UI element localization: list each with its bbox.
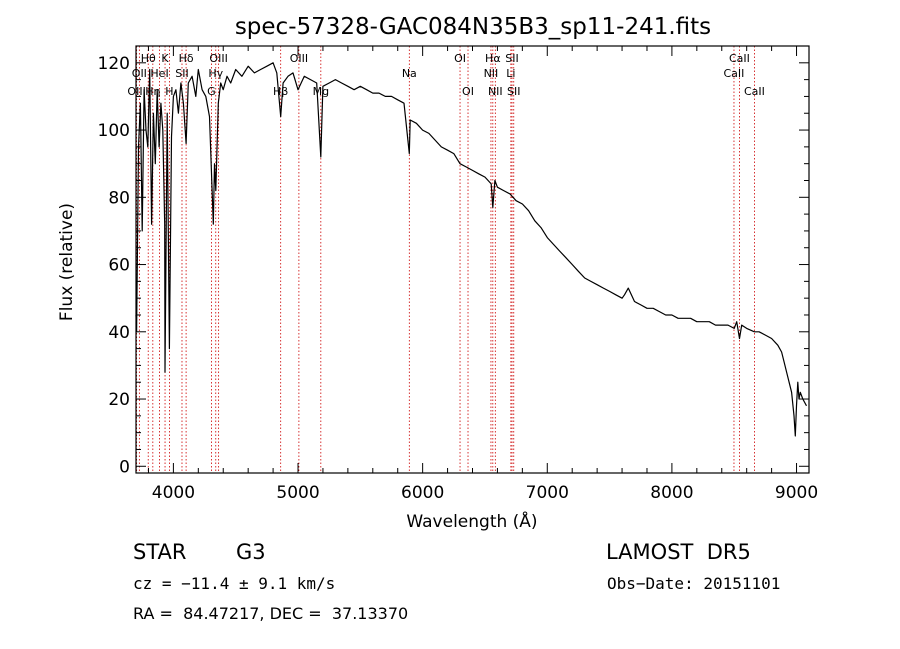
spectral-line-label: SII [175,67,188,80]
spectral-line-label: Hδ [179,52,194,65]
x-tick-label: 4000 [152,483,195,503]
spectral-line-label: NII [488,85,503,98]
x-axis-label: Wavelength (Å) [406,510,537,532]
x-tick-label: 9000 [775,483,818,503]
y-tick-label: 120 [98,54,130,74]
spectral-line-label: Hβ [273,85,288,98]
spectral-line-label: NII [484,67,499,80]
y-axis: 0 20 40 60 80 100 120 [98,54,809,477]
spectral-line-label: Mg [313,85,329,98]
spectral-line-label: Hα [485,52,501,65]
survey-name: LAMOST DR5 [606,540,751,564]
y-tick-label: 20 [108,390,130,410]
spectral-line-label: CaII [729,52,750,65]
y-tick-label: 80 [108,188,130,208]
y-axis-label: Flux (relative) [57,203,77,321]
spectral-line-label: OI [462,85,474,98]
spectral-line-label: SII [507,85,520,98]
x-tick-label: 8000 [650,483,693,503]
x-tick-label: 7000 [526,483,569,503]
spectral-line-label: G [207,85,216,98]
object-class: STAR [133,540,187,564]
redshift-velocity: cz = −11.4 ± 9.1 km/s [133,574,336,593]
spectral-line-label: HeI [150,67,168,80]
spectral-line-label: Hγ [208,67,223,80]
spectral-line-label: OI [454,52,466,65]
spectral-line-label: OIII [209,52,227,65]
spectral-line-label: OIII [290,52,308,65]
spectrum-series-line [135,62,808,437]
y-tick-label: 100 [98,121,130,141]
spectral-subclass: G3 [236,540,266,564]
spectral-line-label: Na [402,67,417,80]
spectral-line-label: SII [505,52,518,65]
y-tick-label: 0 [119,457,130,477]
spectral-line-label: Li [506,67,515,80]
spectral-line-label: CaII [724,67,745,80]
spectral-line-label: H [165,85,173,98]
coordinates: RA = 84.47217, DEC = 37.13370 [133,604,409,623]
spectral-line-label: Hη [145,85,160,98]
spectral-line-markers [136,46,755,473]
x-axis: 4000 5000 6000 7000 8000 9000 [147,46,818,503]
spectral-line-label: CaII [744,85,765,98]
observation-date: Obs−Date: 20151101 [607,574,781,593]
x-tick-label: 5000 [276,483,319,503]
spectral-line-label: OII [132,67,147,80]
plot-frame [135,45,810,474]
spectral-line-label: Hθ [141,52,156,65]
y-tick-label: 40 [108,323,130,343]
chart-title: spec-57328-GAC084N35B3_sp11-241.fits [235,14,711,40]
x-tick-label: 6000 [401,483,444,503]
spectral-line-label: OIII [127,85,145,98]
spectral-line-label: K [161,52,169,65]
y-tick-label: 60 [108,256,130,276]
